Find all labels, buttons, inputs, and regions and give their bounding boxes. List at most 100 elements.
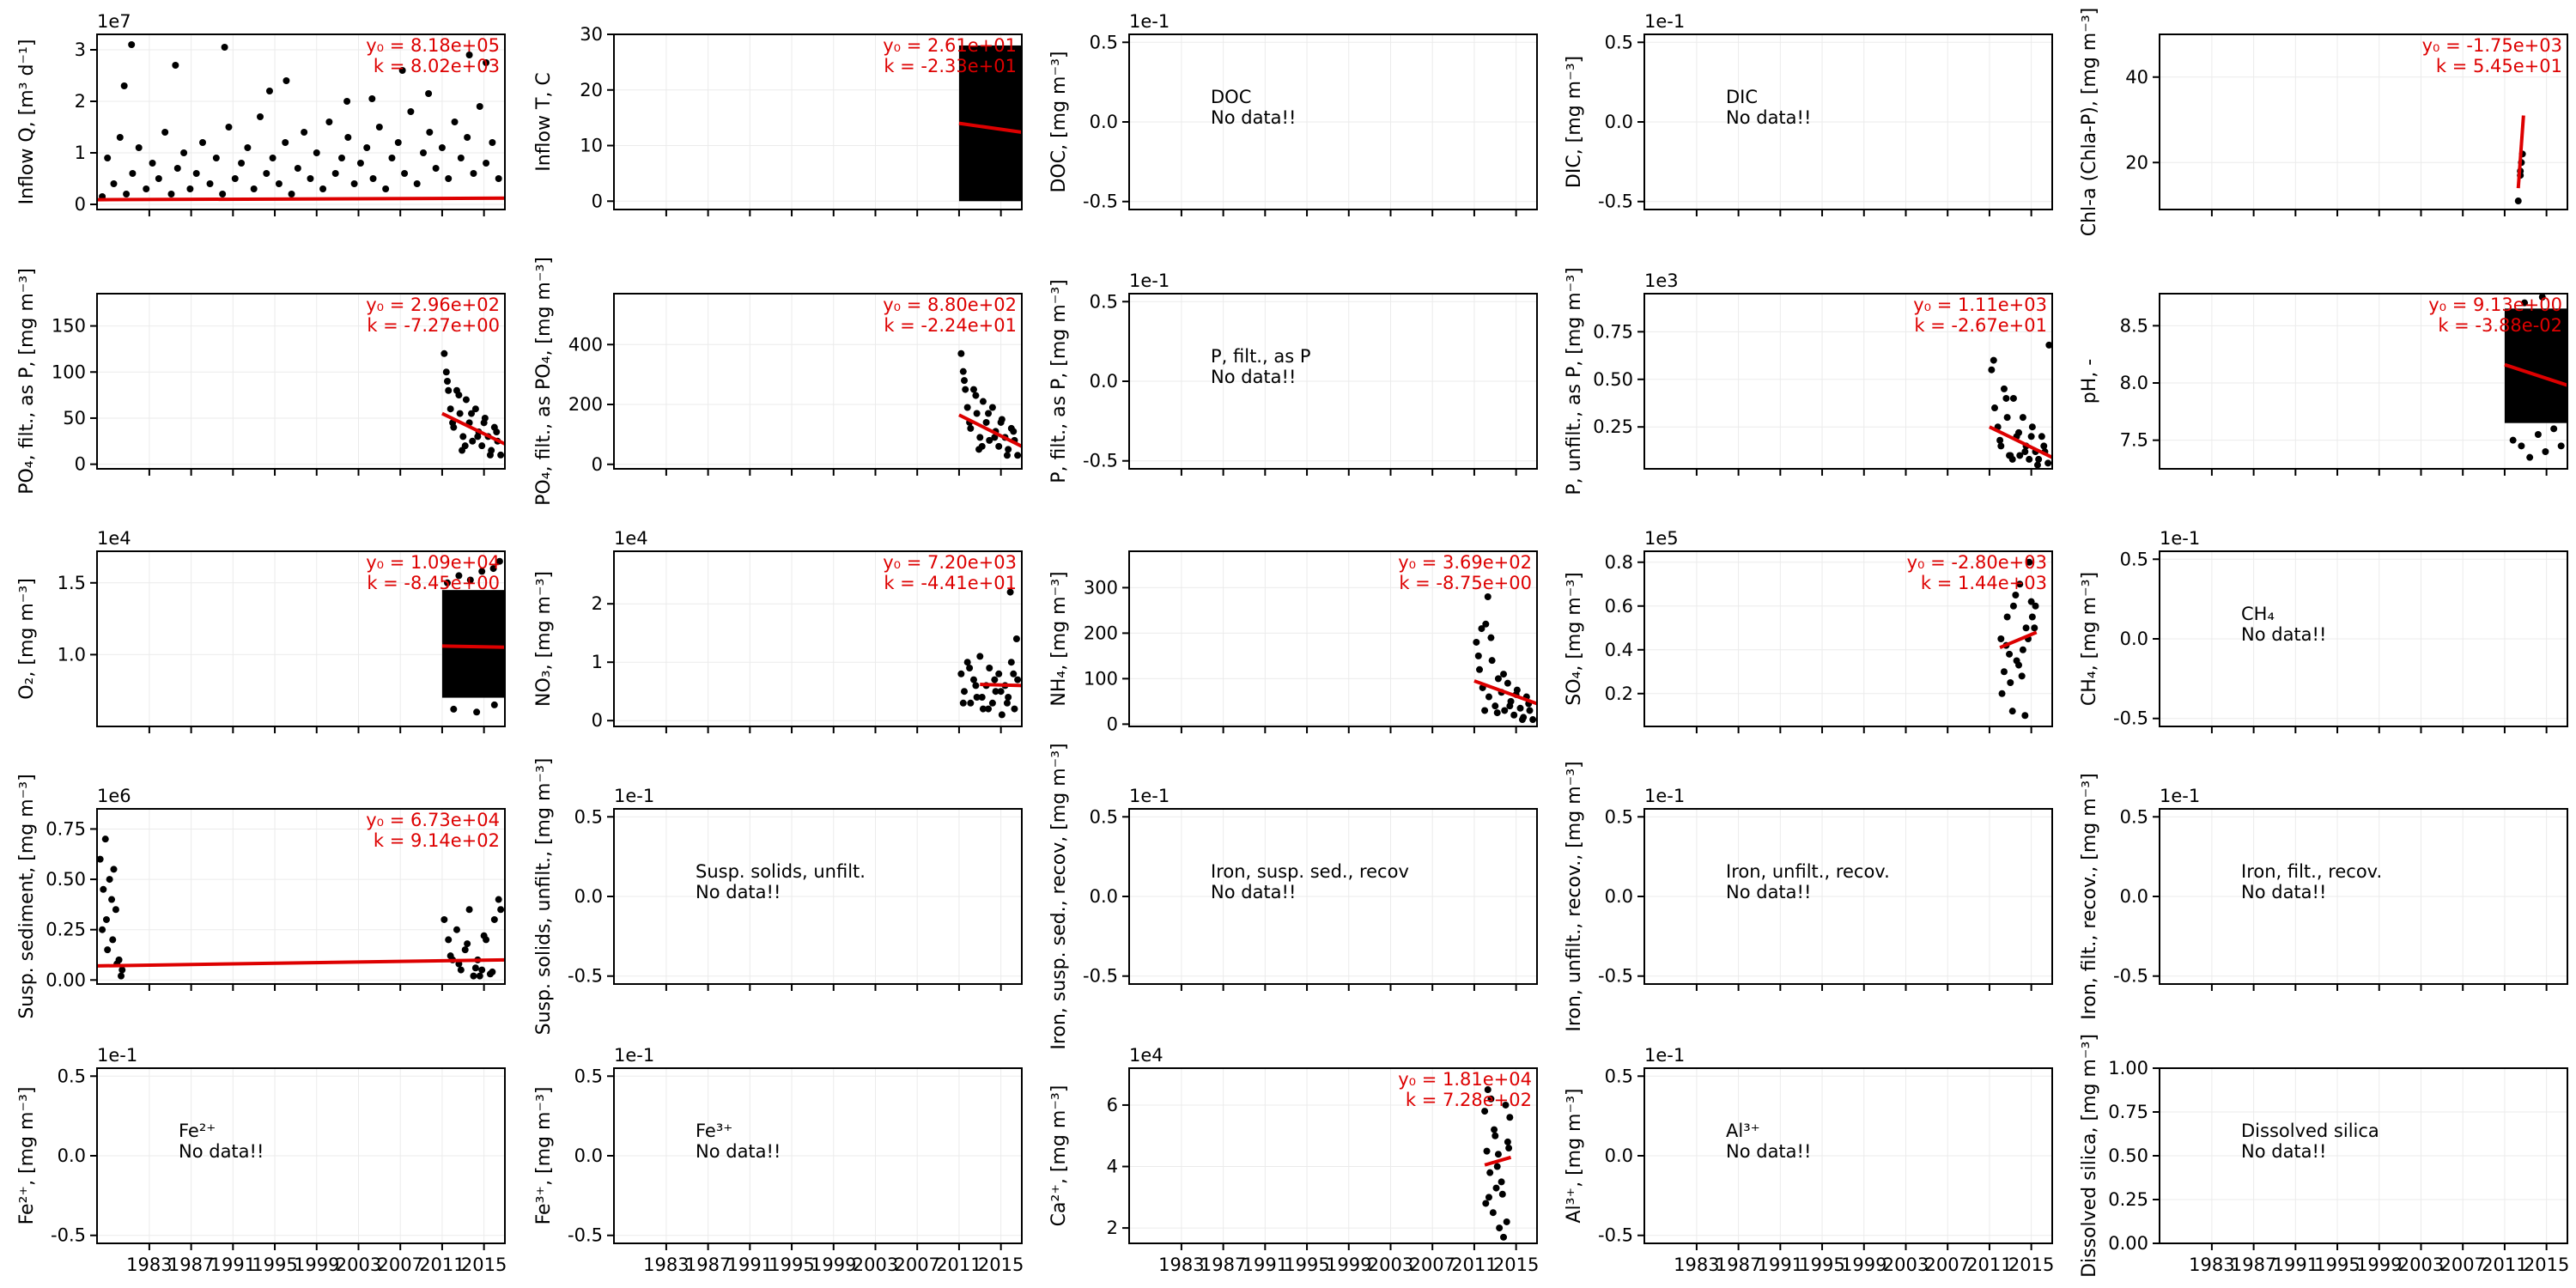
data-point (959, 368, 967, 375)
data-point (455, 392, 463, 399)
subplot-1: 0 1 2 3 1e7 Inflow Q, [m³ d⁻¹] y₀ = 8.18e+05k … (16, 11, 506, 216)
data-point (1489, 1209, 1497, 1217)
data-point (2007, 679, 2014, 686)
y-axis-label: Susp. sediment, [mg m⁻³] (16, 774, 38, 1018)
y-exponent: 1e5 (1644, 528, 1679, 549)
data-point (2006, 650, 2014, 658)
data-point (1526, 707, 1534, 714)
x-tick-label: 1991 (210, 1255, 256, 1275)
data-point (975, 446, 983, 453)
data-point (1502, 1101, 1510, 1109)
data-point (1991, 404, 1999, 412)
data-point (497, 906, 505, 914)
variable-name-label: DOC (1211, 87, 1251, 107)
data-point (2538, 294, 2546, 301)
data-point (464, 134, 471, 141)
trend-line (96, 957, 506, 968)
y-tick-label: 0 (592, 710, 603, 731)
x-tick-label: 2003 (336, 1255, 381, 1275)
data-point (186, 185, 194, 192)
variable-name-label: Susp. solids, unfilt. (696, 861, 866, 882)
data-point (966, 665, 974, 671)
data-point (250, 185, 258, 192)
y-tick-label: 0 (75, 454, 86, 475)
data-point (969, 386, 977, 393)
y-tick-label: 0.0 (1090, 371, 1118, 392)
trend-y0-label: y₀ = 8.80e+02 (883, 295, 1017, 315)
data-point (1003, 699, 1011, 707)
data-point (442, 368, 450, 376)
data-point (992, 688, 999, 696)
axes-frame (1128, 1067, 1538, 1244)
y-tick-label: -0.5 (1083, 191, 1118, 212)
y-tick-label: 150 (52, 316, 86, 337)
y-axis-label: Al³⁺, [mg m⁻³] (1564, 1089, 1585, 1224)
data-point (447, 952, 454, 960)
trend-y0-label: y₀ = 7.20e+03 (883, 552, 1017, 573)
data-point (2022, 624, 2030, 632)
data-point (1482, 1200, 1490, 1207)
data-point (2000, 385, 2008, 392)
axes-frame (1643, 293, 2053, 470)
data-point (451, 118, 459, 125)
y-tick-label: 0.50 (46, 869, 86, 890)
data-point (1487, 634, 1495, 641)
data-point (2015, 428, 2023, 436)
x-tick-label: 1999 (811, 1255, 856, 1275)
x-tick-label: 2007 (1924, 1255, 1970, 1275)
data-point (959, 699, 967, 707)
data-point (2557, 442, 2565, 450)
y-axis-label: PO₄, filt., as P, [mg m⁻³] (16, 268, 38, 495)
subplot-18: -0.5 0.0 0.5 1e-1 Iron, susp. sed., recov, [… (1048, 743, 1538, 1050)
data-point (1504, 1138, 1511, 1145)
data-point (1496, 1224, 1504, 1232)
variable-name-label: Iron, susp. sed., recov (1211, 861, 1409, 882)
y-tick-label: 0.5 (1090, 32, 1118, 52)
y-tick-label: 3 (75, 39, 86, 60)
y-exponent: 1e3 (1644, 270, 1679, 291)
data-point (2019, 646, 2026, 653)
data-point (979, 398, 987, 405)
trend-k-label: k = -8.45e+00 (367, 573, 500, 593)
data-point (283, 77, 290, 84)
y-tick-label: 4 (1107, 1157, 1118, 1177)
data-point (1488, 657, 1496, 665)
y-axis-label: Chl-a (Chla-P), [mg m⁻³] (2079, 8, 2100, 237)
data-point (1506, 1114, 1514, 1121)
subplot-2: 0 10 20 30 Inflow T, C y₀ = 2.61e+01k = -2.33… (533, 24, 1023, 216)
data-point (963, 659, 971, 666)
data-point (1997, 442, 2005, 450)
x-tick-label: 2015 (2524, 1255, 2569, 1275)
subplot-5: 20 40 Chl-a (Chla-P), [mg m⁻³] y₀ = -1.75e+… (2079, 8, 2568, 237)
data-point (961, 377, 969, 385)
data-point (2550, 425, 2558, 433)
y-exponent: 1e-1 (1644, 1045, 1685, 1066)
data-point (110, 866, 118, 873)
data-point (961, 688, 969, 696)
data-point (129, 170, 137, 177)
x-tick-label: 2011 (1966, 1255, 2012, 1275)
data-point (495, 896, 502, 903)
data-point (394, 139, 402, 146)
data-point (972, 682, 980, 690)
no-data-label: No data!! (179, 1141, 264, 1162)
data-point (470, 170, 477, 177)
data-point (489, 139, 496, 146)
y-axis-label: Iron, susp. sed., recov, [mg m⁻³] (1048, 743, 1070, 1049)
data-point (101, 835, 109, 843)
trend-line (958, 121, 1023, 134)
data-point (1492, 1184, 1500, 1192)
data-point (109, 936, 117, 944)
y-axis-label: Ca²⁺, [mg m⁻³] (1048, 1085, 1070, 1227)
trend-y0-label: y₀ = 6.73e+04 (366, 810, 500, 830)
axes-frame (96, 293, 506, 470)
data-point (469, 437, 477, 445)
y-tick-label: 0.25 (2108, 1189, 2148, 1210)
data-point (476, 103, 483, 110)
y-axis-label: P, unfilt., as P, [mg m⁻³] (1564, 267, 1585, 495)
trend-y0-label: y₀ = -2.80e+03 (1907, 552, 2047, 573)
subplot-16: 0.00 0.25 0.50 0.75 1e6 Susp. sediment, [mg m… (16, 774, 506, 1019)
data-point (96, 855, 104, 863)
data-point (2018, 672, 2026, 680)
data-point (2526, 453, 2534, 461)
